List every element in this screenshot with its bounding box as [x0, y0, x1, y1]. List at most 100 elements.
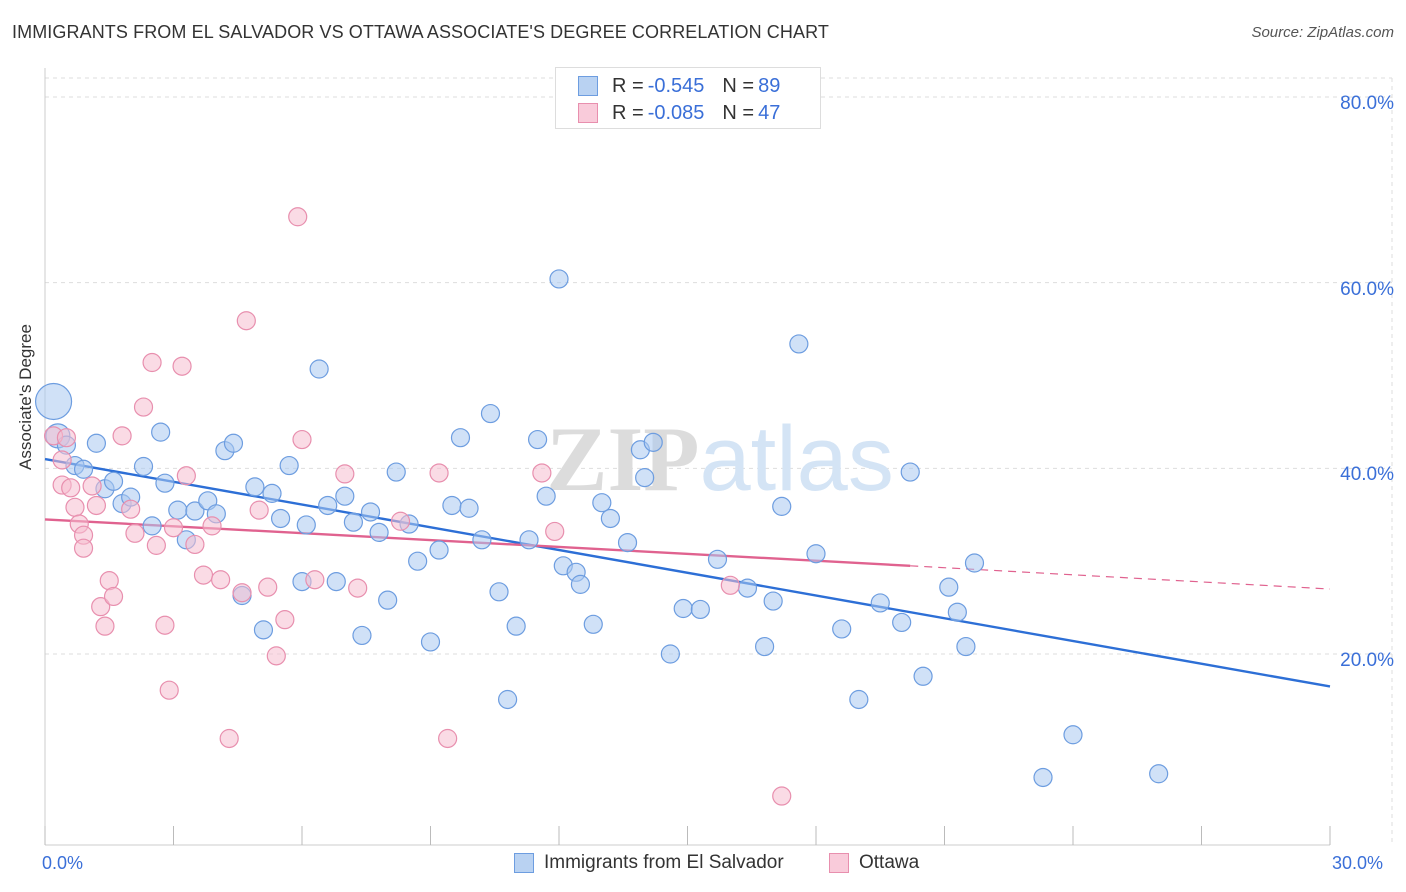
el-salvador-point — [318, 495, 338, 516]
blue-swatch — [578, 76, 598, 96]
legend-label: Immigrants from El Salvador — [544, 852, 784, 873]
ottawa-point — [73, 538, 94, 558]
x-tick-label-min: 0.0% — [42, 853, 84, 873]
el-salvador-point — [296, 515, 316, 535]
el-salvador-point — [673, 598, 693, 619]
el-salvador-point — [279, 455, 299, 476]
el-salvador-point — [892, 612, 912, 633]
el-salvador-point — [754, 636, 775, 657]
ottawa-point — [185, 534, 205, 555]
el-salvador-point — [549, 269, 569, 289]
ottawa-point — [232, 583, 252, 603]
el-salvador-point — [737, 578, 758, 598]
ottawa-point — [211, 570, 231, 590]
y-axis-label: Associate's Degree — [16, 324, 35, 470]
x-tick-label-max: 30.0% — [1332, 853, 1384, 873]
el-salvador-point — [527, 429, 548, 450]
el-salvador-point — [352, 625, 372, 646]
el-salvador-point — [442, 495, 462, 516]
ottawa-point — [438, 728, 458, 749]
n-value: 47 — [758, 101, 781, 124]
ottawa-point — [155, 615, 175, 635]
el-salvador-point — [772, 496, 792, 516]
el-salvador-point — [369, 522, 389, 542]
legend-item-el-salvador[interactable]: Immigrants from El Salvador — [514, 852, 784, 874]
y-tick-label: 80.0% — [1340, 93, 1394, 114]
ottawa-point — [288, 207, 308, 227]
y-tick-label: 20.0% — [1340, 650, 1394, 671]
el-salvador-point — [832, 619, 852, 639]
el-salvador-point — [185, 501, 205, 521]
chart-title: IMMIGRANTS FROM EL SALVADOR VS OTTAWA AS… — [12, 22, 829, 42]
ottawa-point — [545, 521, 565, 542]
ottawa-point — [112, 426, 132, 446]
el-salvador-point — [1063, 725, 1083, 745]
n-label: N = — [722, 74, 755, 97]
ottawa-point — [193, 565, 214, 585]
el-salvador-point — [270, 508, 291, 529]
ottawa-point — [99, 571, 119, 591]
ottawa-point — [82, 476, 102, 496]
legend-label: Ottawa — [859, 852, 920, 873]
ottawa-point — [219, 728, 239, 749]
y-tick-label: 60.0% — [1340, 278, 1394, 300]
ottawa-point — [236, 311, 256, 331]
el-salvador-point — [151, 422, 171, 442]
el-salvador-point — [459, 498, 479, 518]
el-salvador-point — [86, 433, 107, 453]
legend-item-ottawa[interactable]: Ottawa — [829, 852, 919, 874]
ottawa-point — [172, 356, 192, 376]
r-label: R = — [612, 74, 644, 97]
el-salvador-point — [103, 471, 124, 491]
legend-row-blue: R = -0.545 N = 89 — [578, 74, 780, 98]
el-salvador-point — [707, 549, 728, 569]
el-salvador-point — [1149, 764, 1169, 784]
ottawa-point — [772, 786, 792, 806]
ottawa-point — [266, 646, 286, 666]
el-salvador-point — [335, 486, 355, 506]
el-salvador-point — [939, 577, 959, 597]
ottawa-point — [65, 497, 85, 517]
y-tick-label: 40.0% — [1340, 464, 1394, 486]
el-salvador-point — [262, 483, 282, 503]
el-salvador-point — [870, 593, 890, 613]
ottawa-point — [720, 575, 740, 595]
el-salvador-point — [245, 477, 265, 497]
r-value: -0.085 — [647, 101, 705, 124]
el-salvador-point — [635, 468, 655, 488]
ottawa-point — [305, 570, 325, 590]
el-salvador-point — [900, 462, 920, 482]
el-salvador-point — [420, 632, 441, 652]
ottawa-point — [146, 535, 166, 555]
el-salvador-point — [223, 433, 244, 453]
ottawa-point — [95, 616, 115, 636]
el-salvador-point — [506, 616, 526, 636]
el-salvador-point — [386, 462, 406, 482]
ottawa-point — [348, 578, 368, 598]
n-value: 89 — [758, 74, 781, 97]
ottawa-point — [142, 352, 162, 373]
el-salvador-point — [592, 493, 612, 513]
el-salvador-point — [643, 432, 663, 452]
r-value: -0.545 — [647, 74, 705, 97]
el-salvador-point — [309, 359, 329, 379]
watermark: ZIPatlas — [546, 408, 894, 510]
ottawa-point — [176, 466, 196, 486]
chart-source: Source: ZipAtlas.com — [1251, 24, 1394, 41]
el-salvador-point — [849, 689, 869, 710]
el-salvador-point — [617, 532, 638, 553]
ottawa-point — [91, 597, 111, 617]
ottawa-point — [125, 523, 145, 543]
ottawa-point — [121, 499, 141, 519]
ottawa-point — [292, 429, 312, 450]
ottawa-point — [258, 577, 278, 597]
ottawa-point — [390, 511, 411, 531]
el-salvador-point — [155, 473, 175, 493]
pink-swatch — [829, 853, 849, 873]
el-salvador-point — [956, 636, 976, 657]
stats-legend: R = -0.545 N = 89 R = -0.085 N = 47 — [555, 67, 821, 129]
ottawa-point — [61, 478, 81, 498]
ottawa-point — [429, 463, 449, 483]
ottawa-point — [532, 463, 552, 483]
el-salvador-point — [806, 544, 826, 564]
